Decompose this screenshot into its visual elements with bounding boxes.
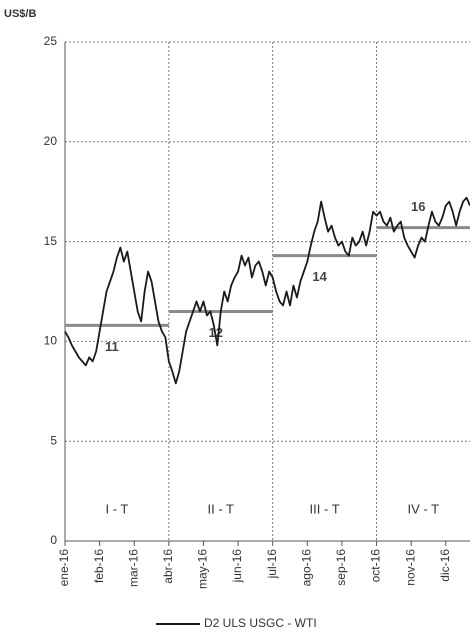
quarter-label: II - T [208,501,235,516]
quarter-label: III - T [310,501,340,516]
x-tick-label: sep-16 [334,549,348,586]
x-tick-label: jun-16 [230,549,244,584]
data-line [64,196,470,385]
x-tick-label: feb-16 [92,549,106,583]
x-tick-label: abr-16 [161,549,175,584]
legend-label: D2 ULS USGC - WTI [204,616,317,630]
x-tick-label: nov-16 [403,549,417,586]
y-tick-label: 5 [50,433,57,447]
y-tick-label: 15 [44,234,58,248]
y-tick-label: 25 [44,34,58,48]
x-tick-label: may-16 [196,549,210,589]
x-tick-label: oct-16 [369,549,383,583]
x-tick-label: jul-16 [265,549,279,580]
quarter-label: IV - T [407,501,439,516]
y-tick-label: 20 [44,134,58,148]
y-unit-label: US$/B [4,8,36,20]
x-tick-label: mar-16 [126,549,140,587]
average-label: 16 [411,199,425,214]
quarter-label: I - T [105,501,128,516]
x-tick-label: dic-16 [438,549,452,582]
average-label: 14 [312,269,327,284]
y-tick-label: 10 [44,334,58,348]
x-tick-label: ago-16 [299,549,313,587]
y-tick-label: 0 [50,533,57,547]
x-tick-label: ene-16 [57,549,71,587]
average-label: 11 [105,339,119,354]
